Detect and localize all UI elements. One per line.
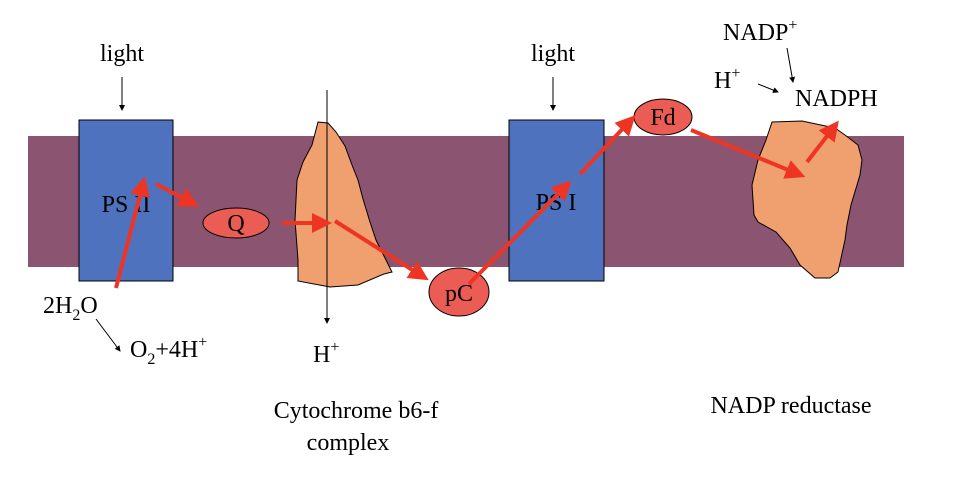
- fd-label: Fd: [650, 105, 675, 131]
- nadp-reductase-label: NADP reductase: [710, 393, 871, 419]
- electron-arrow-ps1-to-fd: [578, 115, 636, 176]
- electron-arrow-pc-to-ps1: [467, 180, 572, 286]
- nadph-label: NADPH: [795, 86, 878, 112]
- oxygen-proton-label: O2+4H+: [130, 334, 207, 368]
- light-label-ps1: light: [531, 41, 575, 67]
- nadp-proton-label: H+: [714, 65, 740, 94]
- pc-label: pC: [445, 281, 473, 307]
- proton-to-nadph-arrow: [757, 83, 779, 93]
- electron-arrow-water-to-ps2: [114, 176, 150, 289]
- nadp-plus-label: NADP+: [723, 17, 797, 46]
- light-label-ps2: light: [100, 41, 144, 67]
- nadp-to-nadph-arrow: [786, 47, 796, 83]
- water-label: 2H2O: [43, 293, 98, 324]
- plastoquinone-q: [202, 207, 270, 239]
- electron-arrow-cytochrome-to-pc: [333, 219, 429, 281]
- electron-arrow-reductase-to-nadph: [805, 120, 839, 164]
- water-split-arrow: [95, 318, 121, 352]
- cytochrome-label-line2: complex: [307, 430, 390, 456]
- cytochrome-proton-label: H+: [313, 339, 339, 368]
- cytochrome-b6f-complex: [294, 121, 393, 288]
- cytochrome-label-line1: Cytochrome b6-f: [274, 398, 439, 424]
- nadp-reductase-complex: [751, 120, 863, 279]
- q-label: Q: [227, 211, 244, 237]
- ps2-label: PS II: [102, 192, 151, 218]
- electron-arrow-fd-to-reductase: [690, 128, 806, 179]
- electron-arrow-ps2-to-q: [155, 182, 200, 207]
